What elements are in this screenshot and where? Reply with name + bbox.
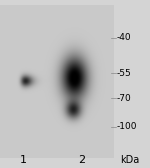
- Text: -40: -40: [116, 33, 131, 42]
- Text: 1: 1: [20, 155, 27, 165]
- Text: kDa: kDa: [120, 155, 139, 165]
- Text: -55: -55: [116, 69, 131, 78]
- Text: 2: 2: [78, 155, 85, 165]
- Text: -70: -70: [116, 94, 131, 103]
- FancyBboxPatch shape: [0, 5, 114, 158]
- Text: -100: -100: [116, 122, 137, 131]
